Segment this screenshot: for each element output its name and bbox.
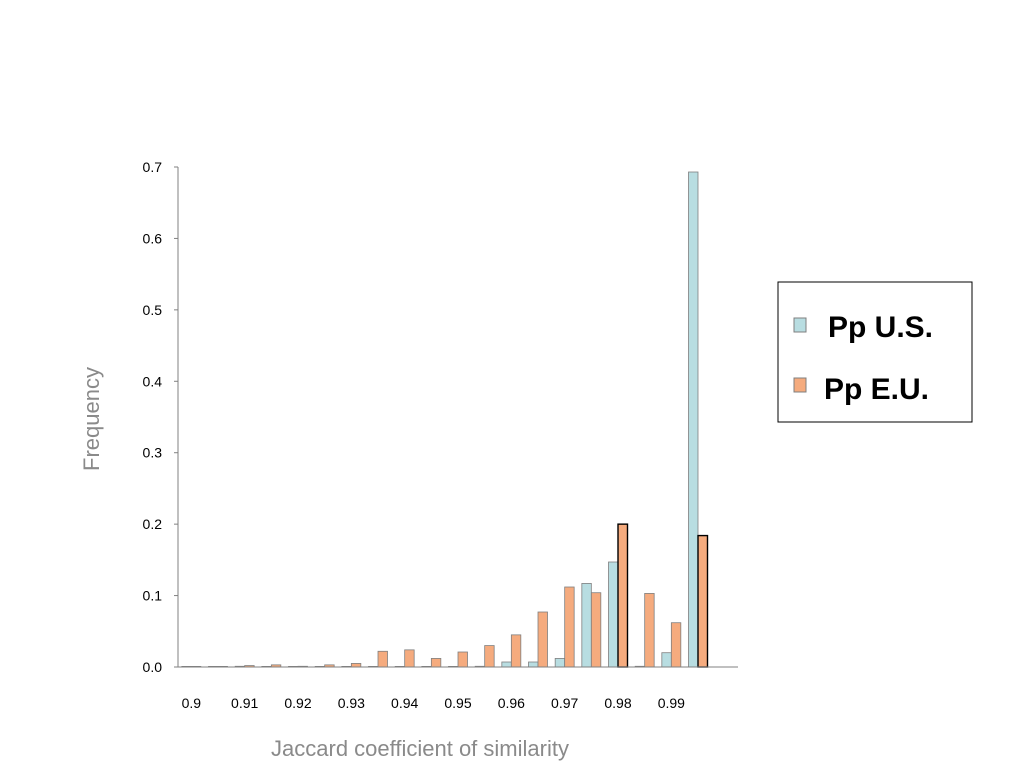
x-tick-label: 0.9 <box>182 695 202 711</box>
bar-pp-us-0.965 <box>528 661 539 668</box>
y-tick-label: 0.4 <box>143 373 163 389</box>
legend-swatch-pp-us <box>793 317 807 333</box>
y-tick-label: 0.2 <box>143 516 163 532</box>
bar-pp-us-0.98 <box>608 561 619 668</box>
bar-pp-eu-0.935 <box>377 650 388 668</box>
x-tick-label: 0.93 <box>338 695 365 711</box>
y-tick-label: 0.3 <box>143 445 163 461</box>
x-tick-label: 0.91 <box>231 695 258 711</box>
bar-pp-eu-0.955 <box>484 645 495 668</box>
bar-pp-eu-0.975 <box>590 592 602 668</box>
axes-layer <box>174 166 738 668</box>
legend-label-pp-us: Pp U.S. <box>828 311 933 344</box>
bar-pp-eu-0.97 <box>564 586 575 668</box>
bar-pp-eu-0.98 <box>617 523 629 668</box>
bar-pp-eu-0.95 <box>457 651 468 668</box>
bar-pp-eu-0.96 <box>510 634 522 668</box>
bar-pp-us-0.96 <box>501 661 512 668</box>
y-tick-label: 0.6 <box>143 230 163 246</box>
legend-swatch-pp-eu <box>793 377 807 393</box>
x-tick-label: 0.97 <box>551 695 578 711</box>
x-axis-title: Jaccard coefficient of similarity <box>271 736 569 761</box>
x-tick-label: 0.94 <box>391 695 418 711</box>
y-tick-label: 0.5 <box>143 302 163 318</box>
bar-pp-us-0.97 <box>554 658 566 668</box>
y-axis-title: Frequency <box>79 367 104 471</box>
x-tick-label: 0.92 <box>284 695 311 711</box>
x-tick-label: 0.95 <box>444 695 471 711</box>
x-tick-label: 0.99 <box>658 695 685 711</box>
x-tick-label: 0.98 <box>604 695 631 711</box>
y-tick-label: 0.1 <box>143 588 163 604</box>
bar-pp-eu-0.965 <box>537 611 548 668</box>
bar-pp-eu-0.93 <box>350 663 362 668</box>
y-tick-label: 0.0 <box>143 659 163 675</box>
bars-layer <box>181 171 709 668</box>
legend-label-pp-eu: Pp E.U. <box>824 373 929 406</box>
bar-pp-us-0.995 <box>688 171 699 668</box>
bar-pp-us-0.975 <box>581 583 592 668</box>
legend-box <box>777 281 973 423</box>
bar-pp-eu-0.94 <box>404 649 415 668</box>
y-tick-label: 0.7 <box>143 159 163 175</box>
bar-pp-us-0.99 <box>661 652 672 668</box>
legend: Pp U.S. Pp E.U. <box>777 281 973 423</box>
bar-pp-eu-0.99 <box>670 622 682 668</box>
labels-layer: 0.0 0.1 0.2 0.3 0.4 0.5 0.6 0.7 0.9 0.91 0.92 0.93 0… <box>143 159 686 711</box>
x-tick-label: 0.96 <box>498 695 525 711</box>
bar-pp-eu-0.995 <box>697 534 709 668</box>
bar-pp-eu-0.985 <box>644 593 655 668</box>
bar-pp-eu-0.945 <box>430 658 442 668</box>
